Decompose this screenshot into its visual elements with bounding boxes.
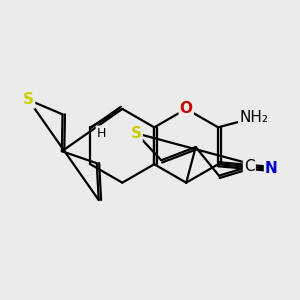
Text: H: H [97, 127, 106, 140]
Text: N: N [265, 161, 278, 176]
Text: S: S [23, 92, 34, 107]
Text: C: C [244, 160, 255, 175]
Text: O: O [180, 101, 193, 116]
Text: S: S [131, 126, 142, 141]
Text: NH₂: NH₂ [239, 110, 268, 125]
